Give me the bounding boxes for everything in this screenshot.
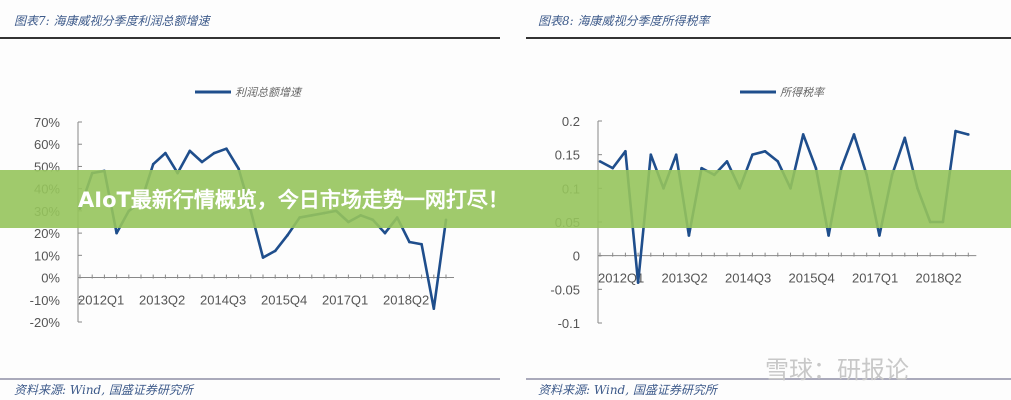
data-point	[763, 150, 767, 153]
divider	[526, 378, 1011, 380]
data-point	[611, 166, 614, 170]
headline-banner: AIoT最新行情概览，今日市场走势一网打尽！	[0, 170, 1011, 228]
chart-source: 资料来源: Wind, 国盛证券研究所	[14, 383, 193, 397]
data-point	[432, 307, 436, 310]
data-point	[151, 162, 155, 166]
data-point	[725, 160, 729, 163]
chart-caption: 图表7: 海康威视分季度利润总额增速	[14, 14, 210, 28]
x-tick-label: 2013Q2	[139, 293, 185, 308]
y-tick-label: -10%	[30, 293, 61, 308]
x-tick-label: 2018Q2	[916, 271, 962, 286]
data-point	[225, 147, 228, 150]
data-point	[598, 160, 602, 163]
data-point	[814, 166, 818, 170]
data-point	[212, 151, 216, 155]
data-point	[420, 242, 423, 246]
data-point	[286, 234, 289, 237]
data-point	[200, 160, 204, 164]
y-tick-label: 0.15	[555, 148, 580, 163]
data-point	[237, 167, 240, 170]
data-point	[776, 160, 780, 163]
data-point	[261, 256, 265, 259]
chart-caption: 图表8: 海康威视分季度所得税率	[538, 14, 710, 28]
x-tick-label: 2014Q3	[725, 271, 771, 286]
data-point	[188, 149, 192, 153]
x-tick-label: 2015Q4	[789, 271, 835, 286]
y-tick-label: -0.05	[550, 282, 580, 297]
data-point	[687, 234, 691, 237]
x-tick-label: 2017Q1	[322, 293, 368, 308]
divider	[0, 378, 500, 380]
divider	[526, 37, 1011, 39]
data-point	[636, 281, 640, 284]
x-tick-label: 2018Q2	[383, 293, 429, 308]
data-point	[878, 234, 881, 237]
data-point	[164, 151, 167, 155]
x-tick-label: 2015Q4	[261, 293, 307, 308]
y-tick-label: -0.1	[558, 316, 580, 331]
legend-label: 利润总额增速	[235, 86, 303, 99]
y-tick-label: 0%	[41, 271, 60, 286]
x-tick-label: 2013Q2	[662, 271, 708, 286]
y-tick-label: -20%	[30, 315, 61, 330]
y-tick-label: 0	[573, 249, 580, 264]
legend-label: 所得税率	[780, 86, 826, 99]
y-tick-label: 0.2	[562, 114, 580, 129]
data-point	[624, 150, 627, 153]
x-tick-label: 2014Q3	[200, 293, 246, 308]
headline-text: AIoT最新行情概览，今日市场走势一网打尽！	[78, 188, 509, 212]
y-tick-label: 60%	[34, 137, 60, 152]
chart-source: 资料来源: Wind, 国盛证券研究所	[538, 383, 717, 397]
y-tick-label: 70%	[34, 115, 60, 130]
x-tick-label: 2017Q1	[852, 271, 898, 286]
data-point	[649, 153, 653, 156]
data-point	[674, 153, 678, 156]
data-point	[954, 129, 957, 133]
y-tick-label: 10%	[34, 248, 60, 263]
data-point	[751, 153, 754, 156]
x-tick-label: 2012Q1	[78, 293, 124, 308]
data-point	[801, 133, 805, 136]
data-point	[383, 231, 387, 235]
data-point	[273, 249, 277, 253]
data-point	[840, 166, 843, 170]
data-point	[903, 136, 907, 140]
data-point	[115, 231, 118, 235]
data-point	[967, 133, 970, 136]
y-tick-label: 20%	[34, 226, 60, 241]
data-point	[700, 166, 703, 170]
data-point	[408, 240, 411, 244]
x-tick-label: 2012Q1	[598, 271, 644, 286]
data-point	[852, 133, 856, 136]
divider	[0, 37, 500, 39]
watermark: 雪球：研报论	[765, 356, 909, 384]
data-point	[827, 234, 830, 237]
